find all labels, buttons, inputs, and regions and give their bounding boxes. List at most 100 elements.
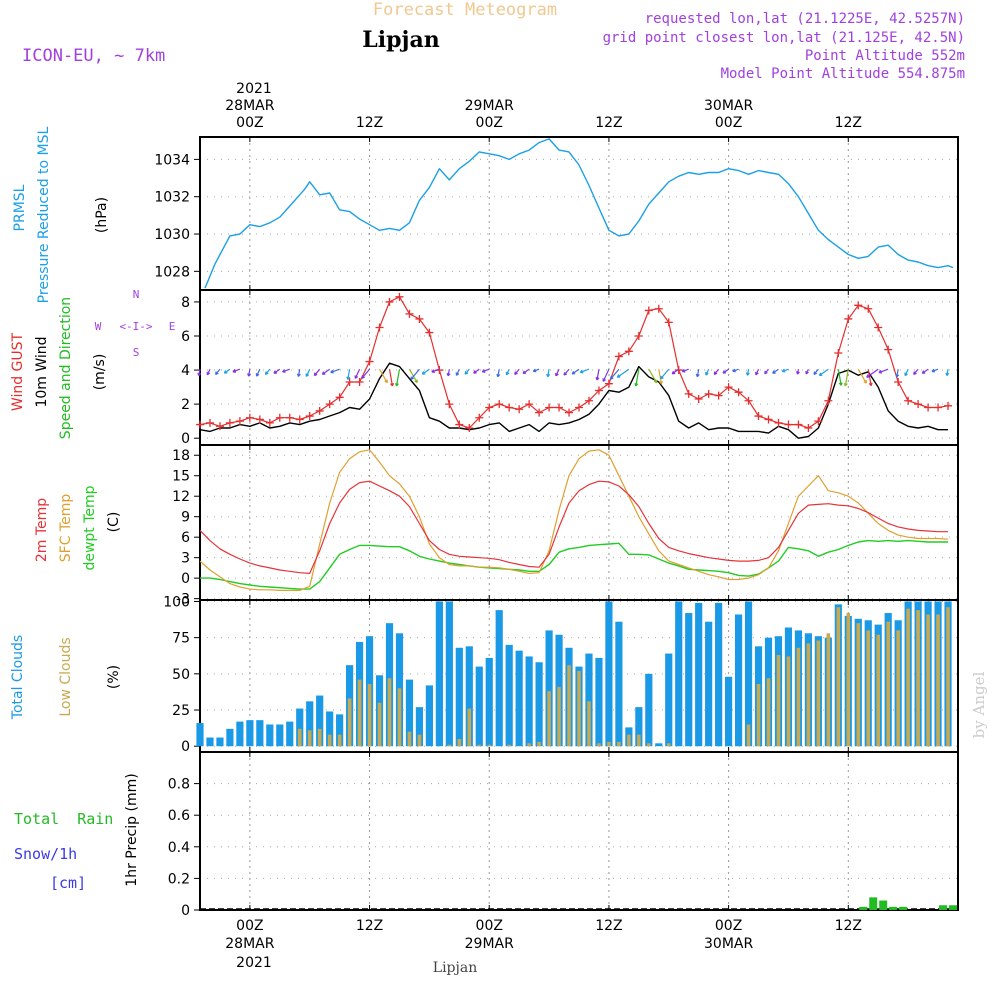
wind-arrow-head [296, 373, 301, 377]
bottom-time-label: 00Z [715, 918, 742, 934]
gust-marker [924, 403, 933, 412]
compass-s: S [133, 346, 140, 359]
wind-direction-arrow [497, 369, 500, 377]
chart-title: Forecast Meteogram [373, 0, 557, 20]
compass-n: N [133, 288, 140, 301]
low-cloud-bar [407, 731, 412, 747]
low-cloud-bar [577, 670, 581, 747]
rain-bar [879, 900, 888, 910]
wind-arrow-head [705, 372, 709, 376]
total-cloud-bar [635, 707, 643, 747]
gust-marker [575, 403, 583, 412]
wind-arrow-head [223, 370, 228, 374]
wind-direction-arrow [671, 368, 680, 375]
top-time-label: 12Z [835, 115, 862, 131]
gust-marker [445, 400, 454, 409]
total-cloud-bar [605, 601, 613, 747]
y-tick-label: 3 [181, 551, 190, 567]
panel-frame [199, 444, 959, 601]
total-cloud-bar [535, 662, 543, 747]
top-date-label: 28MAR [225, 98, 274, 114]
gust-marker [355, 377, 364, 386]
wind-arrow-head [546, 373, 551, 378]
wind-arrow-head [206, 371, 211, 376]
wind-arrow-head [197, 372, 202, 376]
wind-arrow-head [273, 370, 278, 374]
y-tick-label: 12 [172, 489, 190, 505]
gust-marker [405, 309, 414, 318]
top-time-label: 00Z [715, 115, 742, 131]
total-cloud-bar [226, 728, 234, 747]
wind-arrow-head [878, 369, 883, 374]
gust-marker [834, 349, 843, 358]
sfc-temp-line [199, 449, 949, 592]
temp-2m-label: 2m Temp [34, 498, 50, 562]
y-tick-label: 1030 [154, 227, 190, 243]
ms-label: (m/s) [92, 354, 108, 391]
low-cloud-bar [846, 613, 851, 747]
gust-marker [604, 379, 613, 388]
wind-arrow-head [913, 371, 917, 375]
wind-arrow-head [384, 379, 388, 384]
low-cloud-bar [537, 741, 541, 747]
low-cloud-bar [547, 691, 551, 747]
low-cloud-bar [477, 744, 482, 747]
wind-arrow-head [795, 371, 800, 375]
low-cloud-bar [916, 610, 920, 747]
footer-location: Lipjan [433, 960, 477, 976]
gust-marker [345, 377, 354, 386]
wind-direction-arrow [322, 368, 331, 375]
low-cloud-bar [567, 665, 571, 747]
gust-marker [525, 400, 534, 409]
wind-arrow-head [305, 373, 310, 377]
low-cloud-bar [397, 688, 402, 747]
gust-marker [385, 297, 394, 306]
wind-arrow-head [616, 374, 621, 378]
wind-arrow-head [722, 370, 727, 374]
total-cloud-bar [276, 724, 284, 747]
gust-marker [744, 396, 753, 405]
y-tick-label: 50 [172, 667, 190, 683]
wind-arrow-head [764, 370, 768, 375]
y-tick-label: 25 [172, 703, 190, 719]
low-cloud-bar [447, 744, 452, 747]
wind-arrow-head [904, 372, 908, 377]
wind-gust-line [199, 296, 949, 429]
wind-direction-arrow [635, 369, 640, 387]
wind-direction-arrow [866, 368, 879, 378]
gust-marker [196, 420, 204, 429]
low-cloud-bar [467, 708, 472, 747]
wind-arrow-head [346, 376, 351, 380]
total-cloud-bar [685, 613, 693, 747]
wind-arrow-head [595, 377, 600, 381]
gust-marker [495, 400, 504, 409]
y-tick-label: 0 [181, 571, 190, 587]
gust-marker [694, 395, 703, 404]
gust-marker [734, 388, 743, 397]
gust-marker [485, 403, 494, 412]
wind-direction-arrow [610, 368, 620, 380]
gust-marker [884, 345, 893, 354]
gust-marker [854, 301, 863, 310]
wind-arrow-head [571, 371, 576, 375]
wind-direction-arrow [617, 368, 630, 378]
low-cloud-bar [627, 734, 631, 747]
wind-direction-arrow [596, 369, 600, 381]
pressure-msl-label: Pressure Reduced to MSL [36, 126, 52, 303]
gust-marker [844, 314, 853, 323]
bottom-time-label: 12Z [356, 918, 383, 934]
y-tick-label: 1034 [154, 152, 190, 168]
low-cloud-bar [926, 614, 930, 747]
total-cloud-bar [296, 708, 304, 747]
wind-direction-arrow [857, 368, 867, 384]
wind-arrow-head [579, 369, 584, 374]
gust-marker [475, 413, 484, 422]
y-tick-label: 0 [181, 739, 190, 755]
total-cloud-bar [655, 743, 663, 747]
wind-arrow-head [755, 371, 759, 376]
rain-bar [939, 905, 948, 910]
wind-arrow-head [414, 379, 418, 384]
wind-arrow-head [282, 369, 286, 373]
low-cloud-bar [666, 743, 671, 747]
total-cloud-bar [545, 630, 553, 747]
